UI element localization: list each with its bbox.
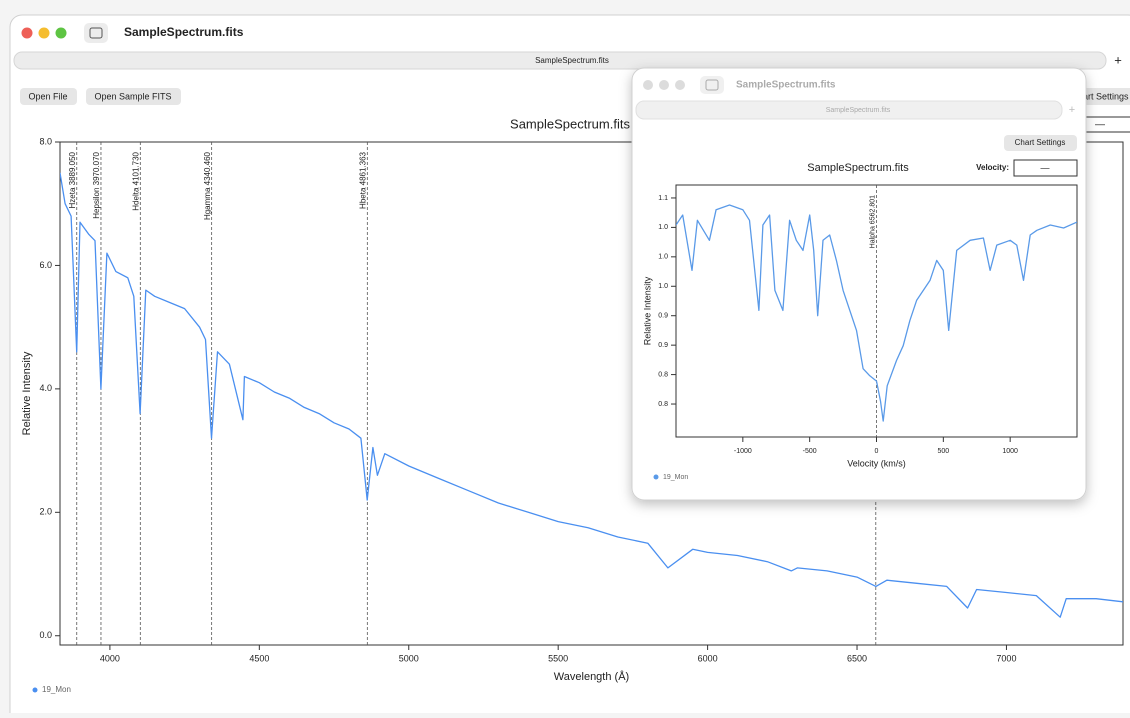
spectrum-line bbox=[60, 172, 1123, 618]
button[interactable] bbox=[1004, 135, 1077, 151]
x-tick-label: 6500 bbox=[847, 653, 867, 663]
y-tick-label: 0.0 bbox=[39, 630, 52, 640]
x-tick-label: 0 bbox=[875, 448, 879, 455]
legend-marker bbox=[32, 687, 38, 693]
inset-content: SampleSpectrum.fits SampleSpectrum.fits … bbox=[635, 76, 1078, 481]
sidebar-icon bbox=[705, 79, 719, 91]
x-tick-label: 4000 bbox=[100, 653, 120, 663]
button[interactable] bbox=[86, 88, 181, 105]
x-tick-label: 6000 bbox=[698, 653, 718, 663]
y-tick-label: 0.9 bbox=[658, 342, 668, 349]
y-tick-label: 8.0 bbox=[39, 136, 52, 146]
x-tick-label: 5000 bbox=[399, 653, 419, 663]
y-tick-label: 1.0 bbox=[658, 283, 668, 290]
chart-title: SampleSpectrum.fits bbox=[807, 162, 909, 174]
legend-marker bbox=[653, 474, 659, 480]
minimize-button[interactable] bbox=[38, 27, 50, 39]
annotation-label: Halpha 6562.801 bbox=[869, 195, 876, 248]
plot-frame bbox=[59, 141, 1124, 646]
x-axis-label: Wavelength (Å) bbox=[554, 670, 629, 683]
y-tick-label: 1.0 bbox=[658, 224, 668, 231]
x-axis-label: Velocity (km/s) bbox=[847, 458, 906, 468]
tab[interactable] bbox=[13, 51, 1107, 70]
y-tick-label: 4.0 bbox=[39, 383, 52, 393]
new-tab-button[interactable]: + bbox=[1114, 52, 1122, 67]
tab-title: SampleSpectrum.fits bbox=[826, 107, 891, 114]
y-tick-label: 2.0 bbox=[39, 507, 52, 517]
inset-window bbox=[631, 67, 1087, 501]
button-label[interactable]: Chart Settings bbox=[1015, 138, 1066, 147]
y-tick-label: 1.0 bbox=[658, 254, 668, 261]
annotation-label: Hzeta 3889.050 bbox=[68, 151, 77, 208]
close-button[interactable] bbox=[643, 80, 653, 90]
velocity-input[interactable] bbox=[1084, 116, 1130, 133]
minimize-button[interactable] bbox=[659, 80, 669, 90]
legend-label: 19_Mon bbox=[663, 474, 688, 481]
button-label[interactable]: Open File bbox=[28, 91, 67, 101]
y-tick-label: 1.1 bbox=[658, 195, 668, 202]
tab[interactable] bbox=[635, 100, 1063, 120]
velocity-input[interactable] bbox=[1013, 159, 1078, 177]
velocity-label: Velocity: bbox=[976, 163, 1009, 172]
annotation-label: Hbeta 4861.363 bbox=[358, 151, 367, 208]
tab-title: SampleSpectrum.fits bbox=[535, 56, 609, 65]
close-button[interactable] bbox=[21, 27, 33, 39]
y-tick-label: 6.0 bbox=[39, 260, 52, 270]
x-tick-label: 5500 bbox=[548, 653, 568, 663]
annotation-label: Hgamma 4340.460 bbox=[203, 151, 212, 220]
annotation-label: Hepsilon 3970.070 bbox=[92, 151, 101, 218]
x-tick-label: -500 bbox=[803, 448, 817, 455]
sidebar-toggle[interactable] bbox=[84, 23, 108, 43]
y-axis-label: Relative Intensity bbox=[21, 351, 33, 435]
y-axis-label: Relative Intensity bbox=[642, 276, 652, 345]
window-title: SampleSpectrum.fits bbox=[124, 25, 244, 39]
button-label[interactable]: Chart Settings bbox=[1071, 91, 1129, 101]
y-tick-label: 0.9 bbox=[658, 313, 668, 320]
velocity-input-value[interactable]: — bbox=[1041, 162, 1050, 172]
zoom-button[interactable] bbox=[675, 80, 685, 90]
new-tab-button[interactable]: + bbox=[1069, 104, 1075, 116]
window-title: SampleSpectrum.fits bbox=[736, 80, 836, 91]
x-tick-label: -1000 bbox=[734, 448, 752, 455]
sidebar-toggle[interactable] bbox=[700, 76, 724, 94]
spectrum-line bbox=[676, 204, 1077, 422]
x-tick-label: 1000 bbox=[1002, 448, 1018, 455]
button[interactable] bbox=[20, 88, 77, 105]
x-tick-label: 4500 bbox=[249, 653, 269, 663]
y-tick-label: 0.8 bbox=[658, 371, 668, 378]
annotation-label: Hdelta 4101.730 bbox=[131, 151, 140, 210]
x-tick-label: 7000 bbox=[996, 653, 1016, 663]
zoom-button[interactable] bbox=[55, 27, 67, 39]
sidebar-icon bbox=[89, 27, 103, 39]
velocity-input-value[interactable]: — bbox=[1095, 120, 1105, 131]
x-tick-label: 500 bbox=[937, 448, 949, 455]
chart-title: SampleSpectrum.fits bbox=[510, 116, 630, 131]
button-label[interactable]: Open Sample FITS bbox=[94, 91, 171, 101]
y-tick-label: 0.8 bbox=[658, 401, 668, 408]
window-frame bbox=[631, 67, 1087, 501]
legend-label: 19_Mon bbox=[42, 685, 71, 694]
